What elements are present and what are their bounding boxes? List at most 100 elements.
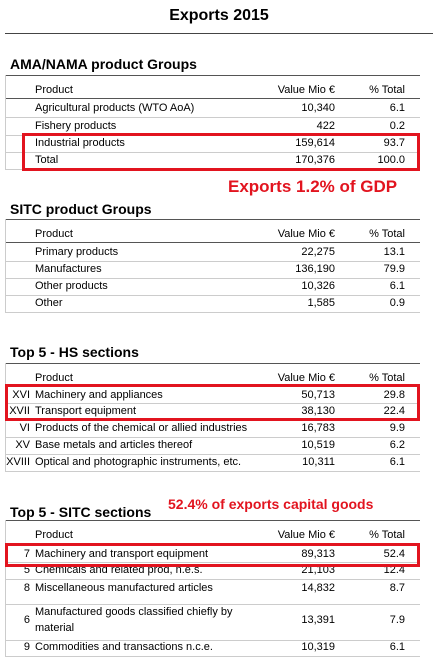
section-title: Top 5 - SITC sections <box>10 504 152 520</box>
row-value: 22,275 <box>301 246 335 258</box>
row-product: Other products <box>35 280 108 292</box>
column-header: Product <box>35 84 73 96</box>
row-value: 14,832 <box>301 582 335 594</box>
row-rule <box>5 117 420 118</box>
row-code: XVII <box>9 405 30 417</box>
row-product: Manufactured goods classified chiefly by… <box>35 606 233 634</box>
row-code: 7 <box>23 548 30 560</box>
column-header: Value Mio € <box>277 372 335 384</box>
row-product: Total <box>35 154 59 166</box>
row-pct: 0.9 <box>389 297 405 309</box>
row-pct: 13.1 <box>383 246 405 258</box>
row-rule <box>5 403 420 404</box>
table-border <box>5 520 6 656</box>
row-product: Optical and photographic instruments, et… <box>35 456 242 468</box>
column-header: Product <box>35 228 73 240</box>
row-pct: 29.8 <box>383 389 405 401</box>
row-code: XV <box>15 439 30 451</box>
highlight-box <box>22 133 420 171</box>
row-pct: 12.4 <box>383 564 405 576</box>
row-product: Other <box>35 297 63 309</box>
highlight-box <box>5 543 420 567</box>
row-value: 21,103 <box>301 564 335 576</box>
row-pct: 9.9 <box>389 422 405 434</box>
row-value: 89,313 <box>301 548 335 560</box>
header-rule <box>5 242 420 243</box>
annotation: 52.4% of exports capital goods <box>168 496 374 512</box>
section-rule <box>5 219 420 220</box>
row-pct: 6.1 <box>389 456 405 468</box>
column-header: % Total <box>369 228 405 240</box>
row-rule <box>5 312 420 313</box>
row-product: Miscellaneous manufactured articles <box>35 582 213 594</box>
row-pct: 79.9 <box>383 263 405 275</box>
row-pct: 6.2 <box>389 439 405 451</box>
row-rule <box>5 471 420 472</box>
row-rule <box>5 454 420 455</box>
column-header: Value Mio € <box>277 228 335 240</box>
row-product: Machinery and transport equipment <box>35 548 209 560</box>
column-header: % Total <box>369 372 405 384</box>
row-rule <box>5 640 420 641</box>
column-header: Product <box>35 529 73 541</box>
row-product: Base metals and articles thereof <box>35 439 193 451</box>
row-product: Chemicals and related prod, n.e.s. <box>35 564 203 576</box>
row-product: Machinery and appliances <box>35 389 163 401</box>
title-rule <box>5 33 433 34</box>
row-rule <box>5 278 420 279</box>
row-code: 6 <box>23 614 30 626</box>
row-product: Fishery products <box>35 120 117 132</box>
highlight-box <box>5 384 420 421</box>
row-product: Agricultural products (WTO AoA) <box>35 102 195 114</box>
annotation: Exports 1.2% of GDP <box>228 177 398 196</box>
row-product: Manufactures <box>35 263 102 275</box>
row-value: 10,340 <box>301 102 335 114</box>
row-pct: 6.1 <box>389 280 405 292</box>
section-rule <box>5 520 420 521</box>
header-rule <box>5 98 420 99</box>
row-product: Primary products <box>35 246 119 258</box>
row-pct: 8.7 <box>389 582 405 594</box>
page-title: Exports 2015 <box>169 7 269 24</box>
row-pct: 22.4 <box>383 405 405 417</box>
row-product: Commodities and transactions n.c.e. <box>35 641 213 653</box>
column-header: % Total <box>369 529 405 541</box>
row-code: 9 <box>23 641 30 653</box>
row-code: VI <box>19 422 30 434</box>
row-rule <box>5 261 420 262</box>
row-value: 1,585 <box>307 297 335 309</box>
column-header: Value Mio € <box>277 84 335 96</box>
row-code: XVI <box>12 389 30 401</box>
row-value: 13,391 <box>301 614 335 626</box>
row-rule <box>5 437 420 438</box>
row-value: 10,311 <box>302 456 335 468</box>
section-title: Top 5 - HS sections <box>10 344 139 360</box>
row-rule <box>5 152 420 153</box>
column-header: Value Mio € <box>277 529 335 541</box>
row-value: 10,326 <box>301 280 335 292</box>
column-header: % Total <box>369 84 405 96</box>
row-value: 38,130 <box>301 405 335 417</box>
row-value: 170,376 <box>295 154 335 166</box>
row-code: XVIII <box>6 456 30 468</box>
table-border <box>5 219 6 312</box>
row-rule <box>5 295 420 296</box>
section-title: SITC product Groups <box>10 201 152 217</box>
row-rule <box>5 604 420 605</box>
column-header: Product <box>35 372 73 384</box>
row-pct: 93.7 <box>383 137 405 149</box>
row-rule <box>5 562 420 563</box>
row-pct: 0.2 <box>389 120 405 132</box>
row-value: 159,614 <box>295 137 335 149</box>
row-value: 16,783 <box>301 422 335 434</box>
row-pct: 6.1 <box>389 102 405 114</box>
section-rule <box>5 75 420 76</box>
section-title: AMA/NAMA product Groups <box>10 56 197 72</box>
row-value: 136,190 <box>295 263 335 275</box>
row-product: Industrial products <box>35 137 125 149</box>
row-pct: 7.9 <box>389 614 405 626</box>
section-rule <box>5 363 420 364</box>
row-rule <box>5 579 420 580</box>
row-value: 10,519 <box>301 439 335 451</box>
